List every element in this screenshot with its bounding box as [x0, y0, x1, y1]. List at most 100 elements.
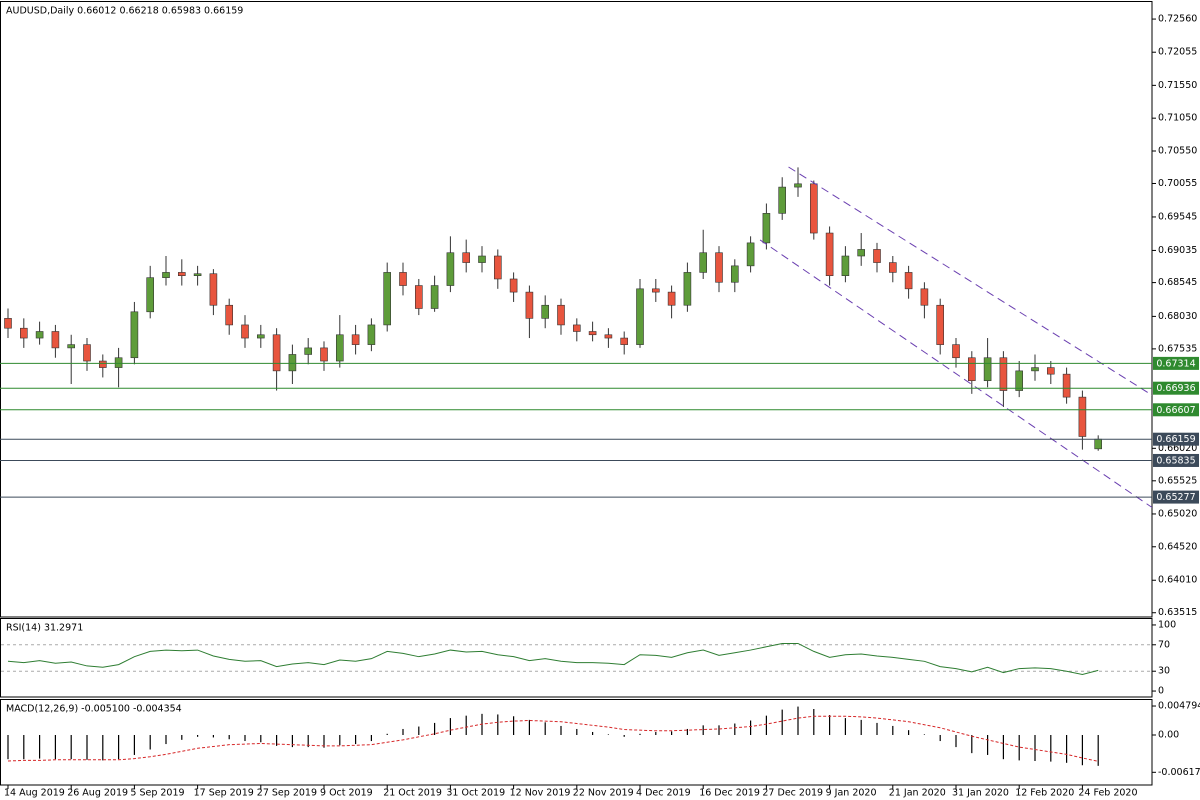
candle-body — [730, 265, 739, 283]
candle-body — [778, 186, 787, 214]
candle-body — [493, 255, 502, 280]
candle-body — [999, 357, 1008, 391]
y-tick-label: 0.69545 — [1158, 211, 1197, 222]
y-tick-label: 0.66020 — [1158, 443, 1197, 454]
candle-body — [146, 277, 154, 313]
y-tick-label: 0.65020 — [1158, 508, 1197, 519]
candle-body — [367, 324, 376, 345]
candle-body — [920, 288, 929, 306]
y-tick-label: 0.69035 — [1158, 245, 1197, 256]
level-label: 0.67314 — [1156, 358, 1195, 369]
y-tick-label: 0.67535 — [1158, 343, 1197, 354]
candle-body — [114, 357, 123, 368]
pane-title: MACD(12,26,9) -0.005100 -0.004354 — [6, 704, 182, 715]
candle-body — [83, 344, 91, 362]
level-tag — [1153, 490, 1199, 504]
x-tick-label: 9 Oct 2019 — [320, 788, 373, 799]
candle-body — [794, 183, 802, 188]
x-tick-label: 26 Aug 2019 — [67, 788, 128, 799]
candle-body — [762, 213, 771, 244]
x-tick-label: 14 Aug 2019 — [4, 788, 65, 799]
level-tag — [1153, 381, 1199, 395]
candle-body — [888, 262, 897, 273]
candle-body — [446, 252, 455, 286]
level-label: 0.65277 — [1156, 492, 1195, 503]
x-tick-label: 31 Oct 2019 — [446, 788, 505, 799]
candle-body — [857, 249, 866, 257]
candle-body — [383, 272, 392, 326]
x-tick-label: 9 Jan 2020 — [826, 788, 877, 799]
candle-body — [99, 360, 107, 368]
candle-body — [67, 344, 75, 349]
macd-pane — [0, 699, 1153, 786]
level-label: 0.65835 — [1156, 455, 1195, 466]
x-tick-label: 4 Dec 2019 — [636, 788, 691, 799]
candle-body — [1062, 373, 1071, 398]
candle-body — [651, 288, 660, 293]
x-tick-label: 22 Nov 2019 — [573, 788, 634, 799]
pane-title: RSI(14) 31.2971 — [6, 623, 83, 634]
level-tag — [1153, 356, 1199, 370]
candle-body — [809, 183, 818, 234]
rsi-line — [7, 642, 1099, 676]
level-label: 0.66607 — [1156, 405, 1195, 416]
y-tick-label: 0.70550 — [1158, 145, 1197, 156]
candle-body — [320, 347, 328, 362]
y-tick-label: 0.63515 — [1158, 607, 1197, 618]
pane-title: AUDUSD,Daily 0.66012 0.66218 0.65983 0.6… — [6, 6, 243, 17]
candle-body — [430, 285, 439, 309]
y-tick-label: 30 — [1158, 666, 1170, 677]
x-tick-label: 27 Sep 2019 — [257, 788, 317, 799]
candle-body — [130, 311, 139, 359]
candle-body — [335, 334, 344, 362]
y-tick-label: 0.71050 — [1158, 113, 1197, 124]
candle-body — [178, 272, 186, 276]
candle-body — [304, 347, 313, 355]
candle-body — [4, 318, 12, 329]
y-tick-label: 0 — [1158, 686, 1164, 697]
candle-body — [462, 252, 471, 263]
candle-body — [288, 354, 297, 372]
channel-line — [788, 166, 1152, 396]
x-tick-label: 12 Feb 2020 — [1015, 788, 1074, 799]
y-tick-label: 0.00 — [1158, 730, 1179, 741]
x-tick-label: 24 Feb 2020 — [1078, 788, 1137, 799]
x-tick-label: 16 Dec 2019 — [699, 788, 760, 799]
candle-body — [193, 273, 202, 276]
candle-body — [683, 272, 692, 306]
candle-body — [873, 249, 881, 263]
candle-body — [1015, 370, 1024, 391]
y-tick-label: 0.71550 — [1158, 80, 1197, 91]
y-tick-label: 0.68545 — [1158, 277, 1197, 288]
signal-line — [7, 715, 1099, 762]
y-tick-label: 0.68030 — [1158, 311, 1197, 322]
x-tick-label: 5 Sep 2019 — [130, 788, 184, 799]
candle-body — [225, 304, 233, 326]
candle-body — [162, 272, 170, 278]
y-tick-label: -0.00617 — [1158, 767, 1200, 778]
level-tag — [1153, 403, 1199, 417]
y-tick-label: 0.72560 — [1158, 14, 1197, 25]
candle-body — [841, 255, 850, 276]
y-tick-label: 0.004794 — [1158, 701, 1200, 712]
candle-body — [209, 273, 218, 306]
candle-body — [525, 291, 534, 319]
candle-body — [478, 255, 486, 263]
x-tick-label: 21 Jan 2020 — [889, 788, 946, 799]
candle-body — [715, 252, 723, 283]
candle-body — [51, 331, 60, 349]
y-tick-label: 70 — [1158, 639, 1170, 650]
price-plot — [0, 166, 1152, 509]
candle-body — [667, 291, 676, 306]
level-label: 0.66936 — [1156, 383, 1195, 394]
x-tick-label: 21 Oct 2019 — [383, 788, 442, 799]
candle-body — [952, 344, 960, 359]
candle-body — [1094, 438, 1102, 450]
candle-body — [699, 252, 708, 273]
candle-body — [983, 357, 992, 382]
candle-body — [936, 304, 945, 345]
candle-body — [256, 334, 265, 339]
candle-body — [636, 288, 644, 345]
